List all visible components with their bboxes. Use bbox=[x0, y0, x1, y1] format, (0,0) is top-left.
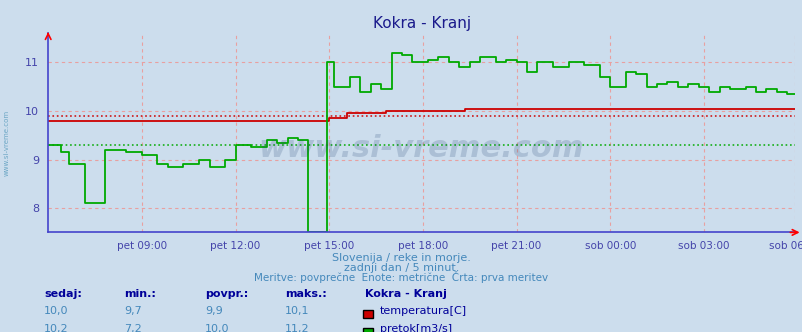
Text: 7,2: 7,2 bbox=[124, 324, 142, 332]
Text: www.si-vreme.com: www.si-vreme.com bbox=[258, 134, 584, 163]
Text: 10,1: 10,1 bbox=[285, 306, 310, 316]
Text: min.:: min.: bbox=[124, 289, 156, 299]
Text: 10,2: 10,2 bbox=[44, 324, 69, 332]
Text: sedaj:: sedaj: bbox=[44, 289, 82, 299]
Text: www.si-vreme.com: www.si-vreme.com bbox=[3, 110, 10, 176]
Text: Meritve: povprečne  Enote: metrične  Črta: prva meritev: Meritve: povprečne Enote: metrične Črta:… bbox=[254, 271, 548, 283]
Text: zadnji dan / 5 minut.: zadnji dan / 5 minut. bbox=[343, 263, 459, 273]
Text: 11,2: 11,2 bbox=[285, 324, 310, 332]
Text: temperatura[C]: temperatura[C] bbox=[379, 306, 466, 316]
Text: 9,9: 9,9 bbox=[205, 306, 222, 316]
Title: Kokra - Kranj: Kokra - Kranj bbox=[372, 16, 470, 31]
Text: pretok[m3/s]: pretok[m3/s] bbox=[379, 324, 452, 332]
Text: maks.:: maks.: bbox=[285, 289, 326, 299]
Text: Slovenija / reke in morje.: Slovenija / reke in morje. bbox=[332, 253, 470, 263]
Text: 9,7: 9,7 bbox=[124, 306, 142, 316]
Text: 10,0: 10,0 bbox=[205, 324, 229, 332]
Text: povpr.:: povpr.: bbox=[205, 289, 248, 299]
Text: 10,0: 10,0 bbox=[44, 306, 69, 316]
Text: Kokra - Kranj: Kokra - Kranj bbox=[365, 289, 447, 299]
